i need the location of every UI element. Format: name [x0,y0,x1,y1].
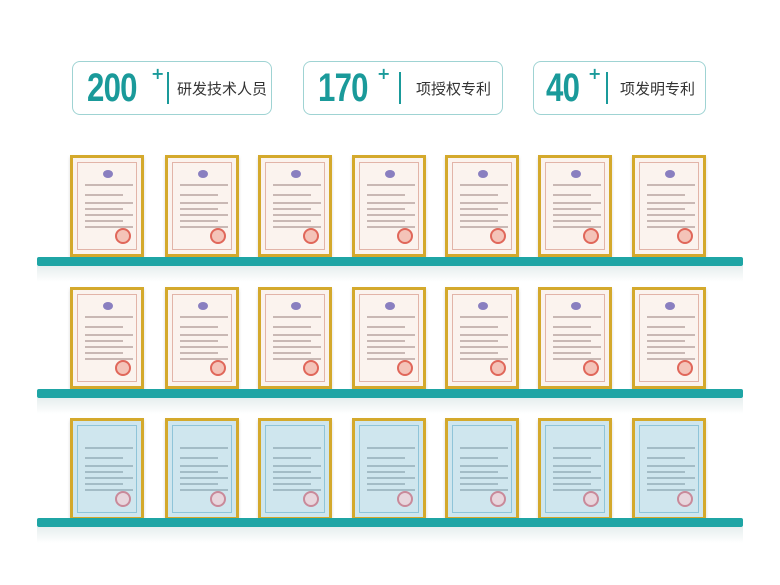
certificate-invention-patent [538,155,612,257]
certificate-utility-model-patent [165,287,239,389]
divider [167,72,169,104]
certificate-invention-patent [632,155,706,257]
stat-card-staff: 200 + 研发技术人员 [72,61,272,115]
shelf [37,257,743,282]
certificate-utility-model-patent [258,287,332,389]
stat-label: 研发技术人员 [177,80,268,98]
stat-plus: + [377,64,391,83]
certificate-utility-model-patent [632,287,706,389]
certificate-software-copyright [538,418,612,520]
certificate-software-copyright [352,418,426,520]
certificate-utility-model-patent [70,287,144,389]
stat-number: 40 [546,65,580,110]
certificate-utility-model-patent [352,287,426,389]
divider [399,72,401,104]
certificate-invention-patent [352,155,426,257]
stat-card-inventions: 40 + 项发明专利 [533,61,706,115]
certificate-software-copyright [445,418,519,520]
certificate-utility-model-patent [445,287,519,389]
certificate-software-copyright [632,418,706,520]
stat-plus: + [588,64,602,83]
certificate-software-copyright [165,418,239,520]
stat-card-patents: 170 + 项授权专利 [303,61,503,115]
certificate-utility-model-patent [538,287,612,389]
shelf [37,389,743,414]
certificate-software-copyright [70,418,144,520]
certificate-invention-patent [70,155,144,257]
shelf [37,518,743,543]
stat-label: 项发明专利 [620,80,696,98]
certificate-invention-patent [165,155,239,257]
certificate-invention-patent [445,155,519,257]
stat-plus: + [151,64,165,83]
stat-label: 项授权专利 [416,80,492,98]
divider [606,72,608,104]
certificate-software-copyright [258,418,332,520]
stat-number: 170 [318,65,369,110]
certificate-invention-patent [258,155,332,257]
stat-number: 200 [87,65,138,110]
